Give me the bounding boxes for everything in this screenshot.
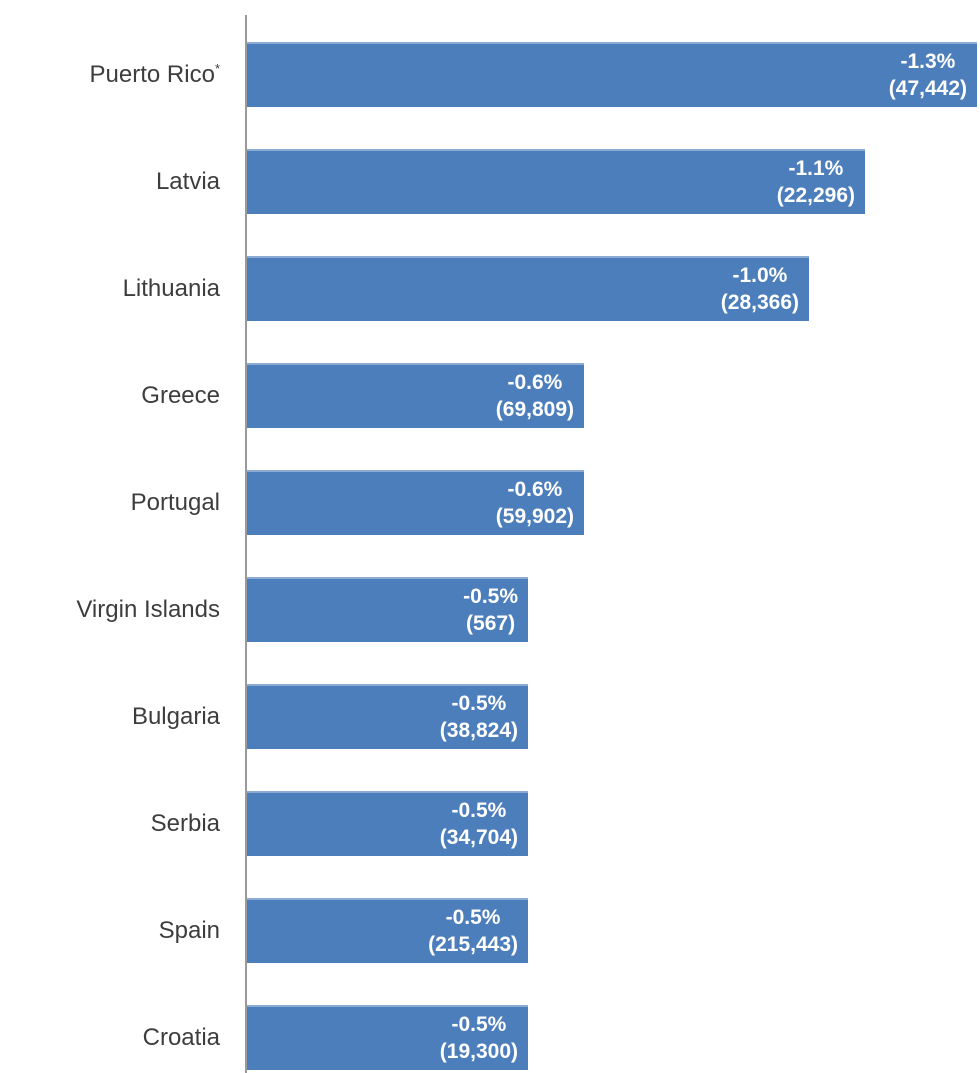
chart-row: Bulgaria -0.5% (38,824) [0,684,980,749]
bar: -0.5% (38,824) [247,684,528,749]
category-superscript: * [214,61,220,76]
category-label: Portugal [0,470,220,535]
value-label: -0.5% (215,443) [428,904,518,958]
category-label-text: Spain [158,917,220,944]
chart-row: Spain -0.5% (215,443) [0,898,980,963]
value-label: -0.5% (567) [463,583,518,637]
value-label: -0.5% (19,300) [440,1011,518,1065]
chart-row: Portugal -0.6% (59,902) [0,470,980,535]
value-label: -0.5% (38,824) [440,690,518,744]
chart-row: Croatia -0.5% (19,300) [0,1005,980,1070]
value-label: -0.6% (69,809) [496,369,574,423]
category-label-text: Latvia [155,168,220,195]
bar: -0.6% (59,902) [247,470,584,535]
count-label: (19,300) [439,1039,518,1063]
bar: -0.5% (567) [247,577,528,642]
percent-change-label: -1.3% [900,49,956,73]
bar: -0.5% (34,704) [247,791,528,856]
bar: -1.3% (47,442) [247,42,977,107]
category-label-text: Greece [141,382,220,409]
bar: -0.5% (19,300) [247,1005,528,1070]
percent-change-label: -0.5% [451,798,507,822]
percent-change-label: -0.6% [507,477,563,501]
value-label: -1.0% (28,366) [721,262,799,316]
percent-change-label: -0.5% [451,691,507,715]
chart-row: Serbia -0.5% (34,704) [0,791,980,856]
category-label-text: Bulgaria [131,703,220,730]
bar: -1.1% (22,296) [247,149,865,214]
category-label-text: Lithuania [122,275,220,302]
category-label-text: Puerto Rico [89,61,215,88]
count-label: (215,443) [428,932,518,956]
category-label: Latvia [0,149,220,214]
category-label: Bulgaria [0,684,220,749]
count-label: (34,704) [439,825,518,849]
chart-row: Latvia -1.1% (22,296) [0,149,980,214]
category-label: Spain [0,898,220,963]
chart-row: Puerto Rico* -1.3% (47,442) [0,42,980,107]
count-label: (59,902) [495,504,574,528]
count-label: (69,809) [495,397,574,421]
percent-change-label: -0.5% [445,905,501,929]
category-label: Greece [0,363,220,428]
percent-change-label: -1.0% [732,263,788,287]
category-label-text: Serbia [150,810,220,837]
value-label: -1.3% (47,442) [889,48,967,102]
value-label: -0.5% (34,704) [440,797,518,851]
value-label: -0.6% (59,902) [496,476,574,530]
category-label-text: Croatia [142,1024,220,1051]
chart-row: Greece -0.6% (69,809) [0,363,980,428]
category-label: Croatia [0,1005,220,1070]
bar: -0.6% (69,809) [247,363,584,428]
count-label: (38,824) [439,718,518,742]
percent-change-label: -0.6% [507,370,563,394]
category-label: Virgin Islands [0,577,220,642]
bar: -1.0% (28,366) [247,256,809,321]
chart-row: Virgin Islands -0.5% (567) [0,577,980,642]
percent-change-label: -0.5% [463,584,518,608]
value-label: -1.1% (22,296) [777,155,855,209]
percent-change-label: -0.5% [451,1012,507,1036]
category-label: Serbia [0,791,220,856]
category-label: Puerto Rico* [0,42,220,107]
category-label: Lithuania [0,256,220,321]
count-label: (22,296) [776,183,855,207]
count-label: (567) [466,611,516,635]
chart-row: Lithuania -1.0% (28,366) [0,256,980,321]
count-label: (47,442) [888,76,967,100]
count-label: (28,366) [720,290,799,314]
y-axis-line [245,15,247,1073]
category-label-text: Virgin Islands [76,596,220,623]
bar: -0.5% (215,443) [247,898,528,963]
category-label-text: Portugal [130,489,220,516]
percent-change-label: -1.1% [788,156,844,180]
